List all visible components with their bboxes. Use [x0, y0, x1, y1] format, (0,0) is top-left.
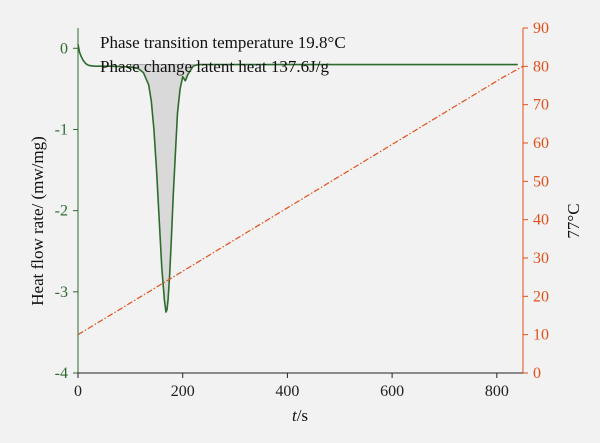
annotation-latent-heat: Phase change latent heat 137.6J/g	[100, 57, 329, 76]
y2-tick-label: 40	[533, 212, 549, 229]
y2-tick-label: 80	[533, 58, 549, 75]
x-tick-label: 200	[171, 383, 195, 400]
text-layer: Phase transition temperature 19.8°C Phas…	[28, 33, 583, 425]
x-axis-title: t/s	[292, 406, 308, 425]
y2-tick-label: 70	[533, 97, 549, 114]
x-axis-title-unit: /s	[297, 406, 308, 425]
fill-area	[130, 64, 204, 314]
x-tick-label: 0	[74, 383, 82, 400]
heat-flow-line	[77, 44, 518, 313]
y2-tick-label: 10	[533, 327, 549, 344]
x-axis-title-var: t	[292, 406, 298, 425]
latent-heat-fill-region	[130, 64, 204, 314]
y2-tick-label: 50	[533, 173, 549, 190]
annotation-phase-temp: Phase transition temperature 19.8°C	[100, 33, 346, 52]
y-tick-label: -3	[55, 284, 68, 301]
y2-tick-label: 60	[533, 135, 549, 152]
series-layer	[77, 44, 524, 336]
y2-tick-label: 20	[533, 288, 549, 305]
x-tick-label: 600	[380, 383, 404, 400]
y2-axis-title: 77°C	[564, 203, 583, 238]
x-tick-label: 800	[485, 383, 509, 400]
y2-tick-label: 90	[533, 20, 549, 37]
y-tick-label: 0	[60, 40, 68, 57]
temperature-line	[77, 65, 524, 336]
y-tick-label: -1	[55, 121, 68, 138]
y-axis-title: Heat flow rate/ (mw/mg)	[28, 136, 47, 305]
y2-tick-label: 30	[533, 250, 549, 267]
y-tick-label: -4	[55, 365, 68, 382]
x-tick-label: 400	[275, 383, 299, 400]
ticks-layer: 0 -1 -2 -3 -4 0 10 20 30 40 50 60 70 80 90 0 200 400 600 80…	[55, 20, 549, 400]
y2-tick-label: 0	[533, 365, 541, 382]
y-tick-label: -2	[55, 203, 68, 220]
axes-layer	[77, 28, 524, 374]
